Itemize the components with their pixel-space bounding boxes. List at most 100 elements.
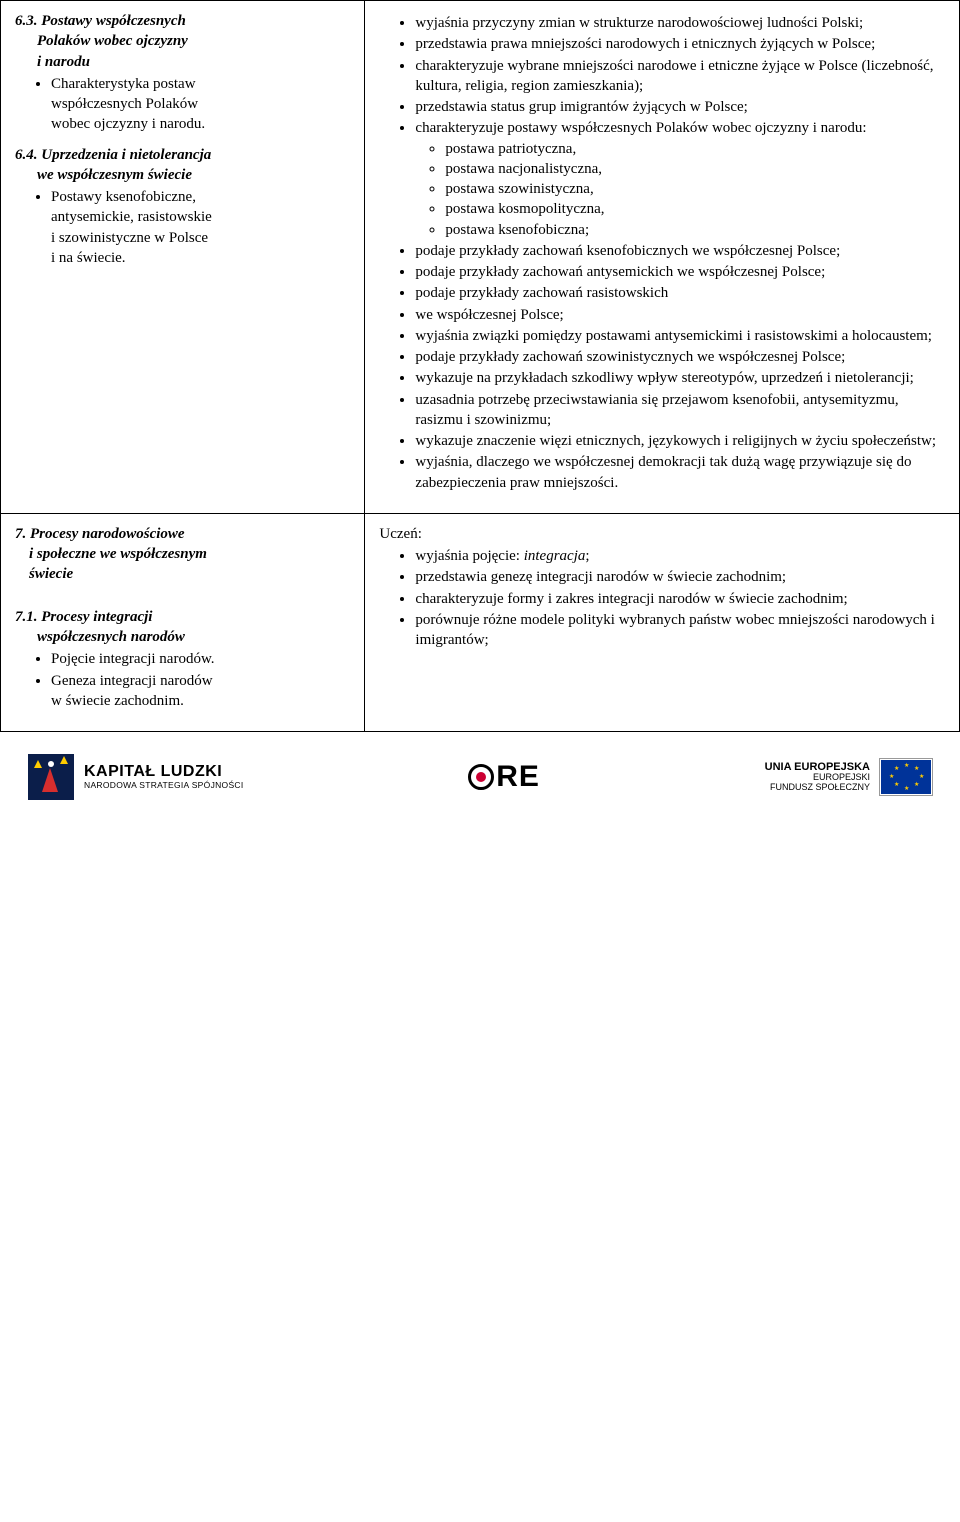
left-cell-2: 7. Procesy narodowościowe i społeczne we… [1, 513, 365, 731]
heading-line: Postawy współczesnych [41, 13, 186, 29]
list-item: przedstawia genezę integracji narodów w … [415, 567, 945, 587]
list-item: charakteryzuje postawy współczesnych Pol… [415, 118, 945, 240]
list-item: Postawy ksenofobiczne, antysemickie, ras… [51, 187, 350, 268]
heading-line: i narodu [37, 54, 90, 70]
text: przedstawia status grup imigrantów żyjąc… [415, 99, 747, 115]
heading-line: Polaków wobec ojczyzny [37, 33, 188, 49]
list-item: we współczesnej Polsce; [415, 305, 945, 325]
list-item: Geneza integracji narodów w świecie zach… [51, 671, 350, 712]
kapital-ludzki-logo: KAPITAŁ LUDZKI NARODOWA STRATEGIA SPÓJNO… [28, 754, 244, 800]
section-6-3-heading: 6.3. Postawy współczesnych Polaków wobec… [15, 11, 350, 72]
text: postawa nacjonalistyczna, [445, 161, 602, 177]
list-item: wykazuje na przykładach szkodliwy wpływ … [415, 368, 945, 388]
bullet-list: wyjaśnia pojęcie: integracja; przedstawi… [415, 546, 945, 650]
eu-text: UNIA EUROPEJSKA EUROPEJSKI FUNDUSZ SPOŁE… [765, 761, 870, 793]
eu-flag-icon: ★ ★ ★ ★ ★ ★ ★ ★ [880, 759, 932, 795]
bullet-list: Pojęcie integracji narodów. Geneza integ… [51, 649, 350, 711]
text: wykazuje znaczenie więzi etnicznych, jęz… [415, 433, 936, 449]
text: postawa patriotyczna, [445, 141, 576, 157]
text: podaje przykłady zachowań ksenofobicznyc… [415, 243, 840, 259]
text: porównuje różne modele polityki wybranyc… [415, 612, 934, 648]
list-item: wyjaśnia przyczyny zmian w strukturze na… [415, 13, 945, 33]
list-item: wyjaśnia, dlaczego we współczesnej demok… [415, 452, 945, 493]
kapital-ludzki-text: KAPITAŁ LUDZKI NARODOWA STRATEGIA SPÓJNO… [84, 764, 244, 790]
text: przedstawia genezę integracji narodów w … [415, 569, 786, 585]
logo-title: KAPITAŁ LUDZKI [84, 764, 244, 781]
text: Pojęcie integracji narodów. [51, 651, 215, 667]
eu-logo: UNIA EUROPEJSKA EUROPEJSKI FUNDUSZ SPOŁE… [765, 759, 932, 795]
text: postawa szowinistyczna, [445, 181, 593, 197]
text: ; [585, 548, 589, 564]
text: współczesnych Polaków [51, 96, 198, 112]
heading-line: współczesnych narodów [37, 629, 185, 645]
list-item: przedstawia status grup imigrantów żyjąc… [415, 97, 945, 117]
text: charakteryzuje formy i zakres integracji… [415, 591, 847, 607]
list-item: Charakterystyka postaw współczesnych Pol… [51, 74, 350, 135]
right-cell-1: wyjaśnia przyczyny zmian w strukturze na… [365, 1, 960, 514]
section-7-heading: 7. Procesy narodowościowe i społeczne we… [15, 524, 350, 585]
text: i szowinistyczne w Polsce [51, 230, 208, 246]
text: podaje przykłady zachowań szowinistyczny… [415, 349, 845, 365]
list-item: przedstawia prawa mniejszości narodowych… [415, 34, 945, 54]
kapital-ludzki-icon [28, 754, 74, 800]
list-item: uzasadnia potrzebę przeciwstawiania się … [415, 390, 945, 431]
list-item: postawa patriotyczna, [445, 139, 945, 159]
text: w świecie zachodnim. [51, 693, 184, 709]
list-item: podaje przykłady zachowań ksenofobicznyc… [415, 241, 945, 261]
content-table: 6.3. Postawy współczesnych Polaków wobec… [0, 0, 960, 732]
list-item: postawa kosmopolityczna, [445, 199, 945, 219]
list-item: porównuje różne modele polityki wybranyc… [415, 610, 945, 651]
heading-line: i społeczne we współczesnym [29, 546, 207, 562]
uczen-label: Uczeń: [379, 524, 945, 544]
list-item: podaje przykłady zachowań szowinistyczny… [415, 347, 945, 367]
list-item: wyjaśnia związki pomiędzy postawami anty… [415, 326, 945, 346]
section-number: 7.1. [15, 609, 38, 625]
text: charakteryzuje wybrane mniejszości narod… [415, 58, 933, 94]
right-cell-2: Uczeń: wyjaśnia pojęcie: integracja; prz… [365, 513, 960, 731]
text: i na świecie. [51, 250, 126, 266]
text: podaje przykłady zachowań rasistowskich [415, 285, 668, 301]
text: uzasadnia potrzebę przeciwstawiania się … [415, 392, 898, 428]
left-cell-1: 6.3. Postawy współczesnych Polaków wobec… [1, 1, 365, 514]
heading-line: Procesy integracji [41, 609, 152, 625]
logo-subtitle: NARODOWA STRATEGIA SPÓJNOŚCI [84, 781, 244, 790]
section-7-1-heading: 7.1. Procesy integracji współczesnych na… [15, 607, 350, 648]
text: podaje przykłady zachowań antysemickich … [415, 264, 825, 280]
text: wykazuje na przykładach szkodliwy wpływ … [415, 370, 913, 386]
ore-logo: RE [468, 757, 540, 798]
bullet-list: Charakterystyka postaw współczesnych Pol… [51, 74, 350, 135]
text: wobec ojczyzny i narodu. [51, 116, 205, 132]
heading-line: Uprzedzenia i nietolerancja [41, 147, 211, 163]
list-item: wykazuje znaczenie więzi etnicznych, jęz… [415, 431, 945, 451]
text: wyjaśnia przyczyny zmian w strukturze na… [415, 15, 863, 31]
ore-dot-icon [476, 772, 486, 782]
text: wyjaśnia związki pomiędzy postawami anty… [415, 328, 932, 344]
text: wyjaśnia, dlaczego we współczesnej demok… [415, 454, 911, 490]
eu-line: FUNDUSZ SPOŁECZNY [765, 783, 870, 793]
list-item: podaje przykłady zachowań antysemickich … [415, 262, 945, 282]
heading-line: Procesy narodowościowe [30, 526, 185, 542]
list-item: charakteryzuje formy i zakres integracji… [415, 589, 945, 609]
text: Charakterystyka postaw [51, 76, 196, 92]
section-number: 6.4. [15, 147, 38, 163]
ore-ring-icon [468, 764, 494, 790]
footer-logos: KAPITAŁ LUDZKI NARODOWA STRATEGIA SPÓJNO… [0, 732, 960, 818]
text: charakteryzuje postawy współczesnych Pol… [415, 120, 866, 136]
ore-text: RE [496, 757, 540, 798]
text: wyjaśnia pojęcie: [415, 548, 523, 564]
list-item: wyjaśnia pojęcie: integracja; [415, 546, 945, 566]
list-item: postawa ksenofobiczna; [445, 220, 945, 240]
sub-list: postawa patriotyczna, postawa nacjonalis… [445, 139, 945, 240]
list-item: podaje przykłady zachowań rasistowskich [415, 283, 945, 303]
text: antysemickie, rasistowskie [51, 209, 212, 225]
list-item: charakteryzuje wybrane mniejszości narod… [415, 56, 945, 97]
text: we współczesnej Polsce; [415, 307, 563, 323]
heading-line: we współczesnym świecie [37, 167, 192, 183]
list-item: postawa nacjonalistyczna, [445, 159, 945, 179]
text: przedstawia prawa mniejszości narodowych… [415, 36, 875, 52]
text-italic: integracja [524, 548, 586, 564]
list-item: postawa szowinistyczna, [445, 179, 945, 199]
table-row: 7. Procesy narodowościowe i społeczne we… [1, 513, 960, 731]
text: postawa ksenofobiczna; [445, 222, 589, 238]
section-number: 7. [15, 526, 26, 542]
